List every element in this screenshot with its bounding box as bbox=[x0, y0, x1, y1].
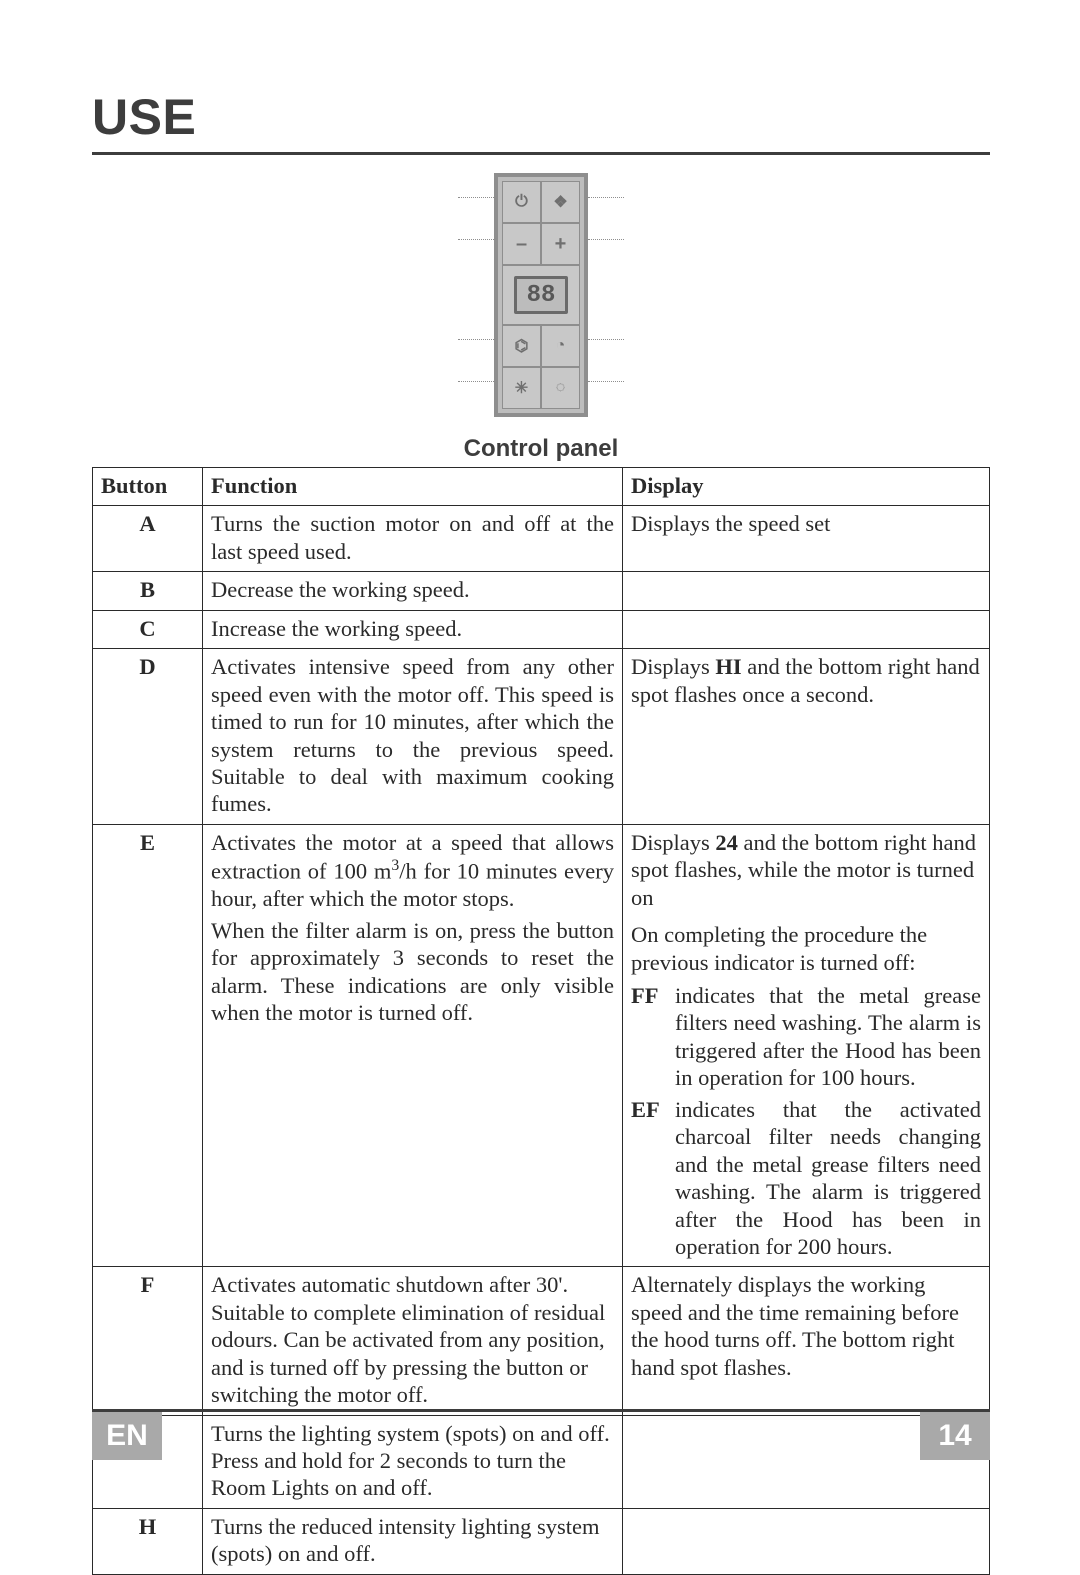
table-row: F Activates automatic shutdown after 30'… bbox=[93, 1267, 990, 1415]
cell-display bbox=[623, 1508, 990, 1574]
code-row: FF indicates that the metal grease filte… bbox=[631, 982, 981, 1092]
page-number-badge: 14 bbox=[920, 1412, 990, 1460]
h24-icon: ⌬ bbox=[515, 336, 529, 356]
panel-button: ◌ bbox=[541, 367, 580, 409]
clock-icon: ◔ bbox=[556, 337, 566, 355]
panel-bottom-grid: ⌬ ◔ ✳ ◌ bbox=[502, 325, 580, 409]
panel-top-grid: ⏻ ❖ – + bbox=[502, 181, 580, 265]
footer-bar: EN 14 bbox=[92, 1412, 990, 1460]
panel-button: ◔ bbox=[541, 325, 580, 367]
cell-function: Decrease the working speed. bbox=[203, 572, 623, 610]
table-row: A Turns the suction motor on and off at … bbox=[93, 506, 990, 572]
cell-button: B bbox=[93, 572, 203, 610]
page-title: USE bbox=[92, 88, 990, 146]
page: USE ⏻ ❖ – + 88 bbox=[0, 0, 1080, 1530]
cell-button: H bbox=[93, 1508, 203, 1574]
panel-button: – bbox=[502, 223, 541, 265]
code-label: FF bbox=[631, 982, 665, 1092]
display-code: HI bbox=[715, 654, 741, 679]
lead-line bbox=[588, 381, 624, 382]
code-desc: indicates that the activated charcoal fi… bbox=[675, 1096, 981, 1261]
cell-function: Increase the working speed. bbox=[203, 610, 623, 648]
panel-button: ✳ bbox=[502, 367, 541, 409]
display-para-1: Displays 24 and the bottom right hand sp… bbox=[631, 829, 981, 911]
lead-line bbox=[458, 381, 494, 382]
cell-button: D bbox=[93, 649, 203, 825]
cell-display: Alternately displays the working speed a… bbox=[623, 1267, 990, 1415]
title-rule bbox=[92, 152, 990, 155]
plus-icon: + bbox=[555, 233, 567, 256]
lcd-display: 88 bbox=[514, 276, 568, 314]
panel-button: ⌬ bbox=[502, 325, 541, 367]
table-row: B Decrease the working speed. bbox=[93, 572, 990, 610]
cell-display bbox=[623, 610, 990, 648]
display-codes: FF indicates that the metal grease filte… bbox=[631, 982, 981, 1260]
cell-function: Activates the motor at a speed that allo… bbox=[203, 824, 623, 1267]
sun-icon: ✳ bbox=[515, 378, 528, 398]
col-header-button: Button bbox=[93, 468, 203, 506]
panel-button: ❖ bbox=[541, 181, 580, 223]
table-header-row: Button Function Display bbox=[93, 468, 990, 506]
panel-button: + bbox=[541, 223, 580, 265]
lead-line bbox=[588, 197, 624, 198]
function-para-1: Activates the motor at a speed that allo… bbox=[211, 829, 614, 913]
cell-function: Turns the reduced intensity lighting sys… bbox=[203, 1508, 623, 1574]
text: Displays bbox=[631, 830, 715, 855]
cell-function: Activates automatic shutdown after 30'. … bbox=[203, 1267, 623, 1415]
lead-line bbox=[458, 197, 494, 198]
code-desc: indicates that the metal grease filters … bbox=[675, 982, 981, 1092]
power-icon: ⏻ bbox=[515, 193, 528, 211]
cell-function: Activates intensive speed from any other… bbox=[203, 649, 623, 825]
cell-button: A bbox=[93, 506, 203, 572]
cell-button: F bbox=[93, 1267, 203, 1415]
panel-display-cell: 88 bbox=[502, 265, 580, 325]
cell-display: Displays 24 and the bottom right hand sp… bbox=[623, 824, 990, 1267]
lcd-digits: 88 bbox=[527, 282, 556, 309]
cell-button: E bbox=[93, 824, 203, 1267]
cell-display bbox=[623, 572, 990, 610]
lead-line bbox=[588, 339, 624, 340]
display-code: 24 bbox=[715, 830, 738, 855]
table-row: H Turns the reduced intensity lighting s… bbox=[93, 1508, 990, 1574]
lead-line bbox=[458, 239, 494, 240]
display-para-2: On completing the procedure the previous… bbox=[631, 921, 981, 976]
code-label: EF bbox=[631, 1096, 665, 1261]
cell-display: Displays the speed set bbox=[623, 506, 990, 572]
panel-button: ⏻ bbox=[502, 181, 541, 223]
table-row: D Activates intensive speed from any oth… bbox=[93, 649, 990, 825]
function-para-2: When the filter alarm is on, press the b… bbox=[211, 917, 614, 1027]
text: Displays bbox=[631, 654, 715, 679]
cell-button: C bbox=[93, 610, 203, 648]
page-footer: EN 14 bbox=[0, 1409, 1080, 1460]
lead-line bbox=[458, 339, 494, 340]
table-row: C Increase the working speed. bbox=[93, 610, 990, 648]
code-row: EF indicates that the activated charcoal… bbox=[631, 1096, 981, 1261]
language-badge: EN bbox=[92, 1412, 162, 1460]
cell-function: Turns the suction motor on and off at th… bbox=[203, 506, 623, 572]
minus-icon: – bbox=[516, 233, 527, 256]
cell-display: Displays HI and the bottom right hand sp… bbox=[623, 649, 990, 825]
lead-line bbox=[588, 239, 624, 240]
panel-frame: ⏻ ❖ – + 88 ⌬ ◔ ✳ ◌ bbox=[494, 173, 588, 417]
fan-icon: ❖ bbox=[553, 192, 567, 212]
control-panel-diagram: ⏻ ❖ – + 88 ⌬ ◔ ✳ ◌ bbox=[92, 173, 990, 417]
section-heading: Control panel bbox=[92, 435, 990, 463]
col-header-display: Display bbox=[623, 468, 990, 506]
bulb-icon: ◌ bbox=[556, 379, 566, 397]
col-header-function: Function bbox=[203, 468, 623, 506]
table-row: E Activates the motor at a speed that al… bbox=[93, 824, 990, 1267]
